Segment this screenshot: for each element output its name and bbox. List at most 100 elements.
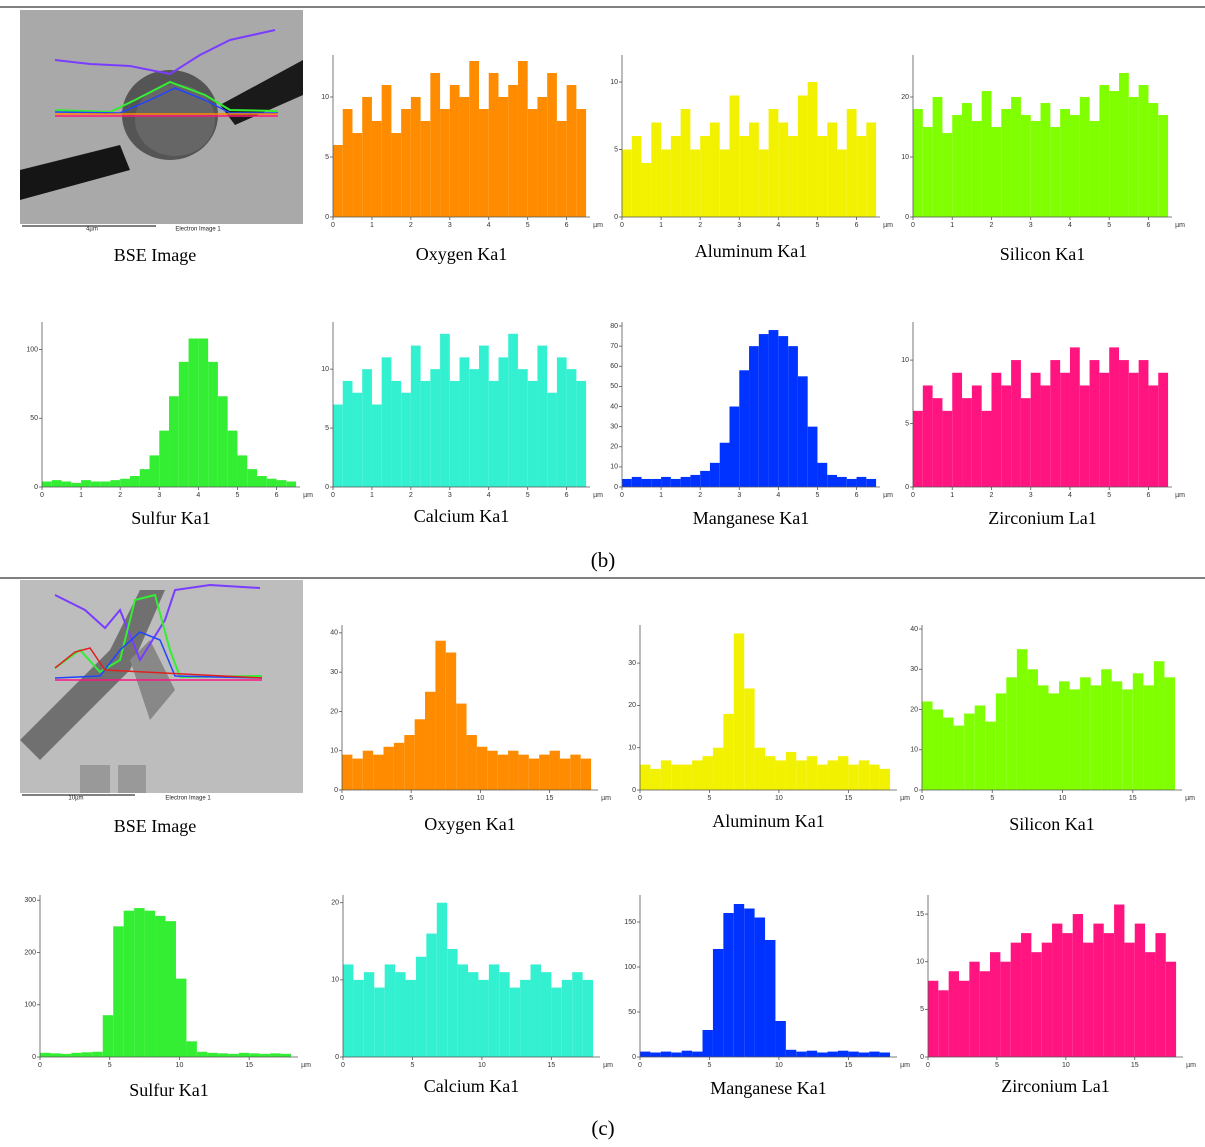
x-tick-label: 5 (816, 492, 820, 499)
bar (257, 476, 267, 487)
bar (729, 95, 740, 217)
bar (758, 149, 769, 217)
bar (702, 1030, 713, 1057)
bar (785, 751, 797, 790)
bar (60, 1053, 72, 1057)
bar (866, 478, 877, 487)
x-tick-label: 6 (855, 222, 859, 229)
y-tick-label: 50 (30, 415, 38, 422)
bar (517, 369, 528, 487)
x-tick-label: 4 (776, 222, 780, 229)
bar (922, 701, 933, 790)
bar (362, 369, 372, 487)
bar (217, 1053, 229, 1057)
bar (342, 754, 353, 790)
bar (622, 478, 632, 487)
x-tick-label: 0 (911, 222, 915, 229)
bar (817, 462, 828, 487)
x-tick-label: 4 (1068, 492, 1072, 499)
bar (744, 908, 755, 1057)
bar (788, 136, 798, 217)
bar (1124, 942, 1135, 1057)
bar (528, 758, 540, 790)
bar (426, 933, 437, 1057)
chart-title: Calcium Ka1 (424, 1076, 519, 1096)
y-tick-label: 10 (330, 748, 338, 755)
bar (159, 430, 170, 487)
bar (712, 949, 724, 1057)
x-tick-label: 15 (546, 795, 554, 802)
x-tick-label: 3 (448, 222, 452, 229)
bar (449, 380, 460, 487)
bar (981, 410, 992, 487)
x-tick-label: 2 (990, 222, 994, 229)
bar (404, 735, 415, 790)
y-tick-label: 80 (610, 323, 618, 330)
bar (479, 345, 489, 487)
x-tick-label: 0 (331, 492, 335, 499)
bar (371, 121, 382, 217)
bar (733, 904, 745, 1057)
scale-bar-label: 4µm (86, 227, 98, 233)
bar (497, 754, 509, 790)
bar (1062, 933, 1073, 1057)
bar (259, 1053, 271, 1057)
x-tick-label: 1 (950, 222, 954, 229)
bar (680, 109, 691, 217)
chart-title: Aluminum Ka1 (695, 241, 808, 261)
bar (238, 1052, 250, 1057)
x-tick-label: 2 (990, 492, 994, 499)
bar (723, 713, 734, 790)
bar (488, 964, 500, 1057)
x-tick-label: 1 (370, 492, 374, 499)
bar (692, 1051, 703, 1057)
bar (527, 109, 538, 217)
bar (383, 746, 394, 790)
y-tick-label: 10 (610, 464, 618, 471)
bar (487, 750, 498, 790)
x-tick-label: 0 (341, 1062, 345, 1069)
y-tick-label: 100 (26, 346, 38, 353)
scale-bar-label: 10µm (68, 796, 83, 802)
y-tick-label: 0 (914, 787, 918, 794)
x-tick-label: 0 (620, 492, 624, 499)
bar (342, 109, 353, 217)
bar (92, 1051, 103, 1057)
x-tick-label: 2 (409, 222, 413, 229)
bar (1090, 685, 1102, 790)
bar (806, 1050, 818, 1057)
y-tick-label: 20 (628, 702, 636, 709)
bar (352, 392, 363, 487)
bar (660, 1051, 672, 1057)
bar (42, 481, 52, 487)
y-tick-label: 100 (24, 1002, 36, 1009)
bar (778, 122, 789, 217)
x-tick-label: 10 (775, 1062, 783, 1069)
bar (113, 926, 124, 1057)
bar (61, 481, 72, 487)
bar (440, 333, 450, 487)
x-tick-label: 5 (990, 795, 994, 802)
bar (371, 404, 382, 487)
x-tick-label: 10 (176, 1062, 184, 1069)
bar (651, 122, 662, 217)
bar (1052, 923, 1063, 1057)
bar (1001, 385, 1012, 487)
y-tick-label: 20 (910, 706, 918, 713)
bar (971, 121, 982, 217)
bar (466, 735, 477, 790)
x-tick-label: 4 (776, 492, 780, 499)
bar (435, 640, 446, 790)
bar (700, 136, 710, 217)
y-tick-label: 5 (614, 146, 618, 153)
bar (469, 61, 480, 217)
y-tick-label: 5 (325, 425, 329, 432)
x-tick-label: 3 (157, 492, 161, 499)
x-tick-label: 6 (1147, 222, 1151, 229)
y-tick-label: 20 (331, 900, 339, 907)
bar (869, 764, 880, 790)
bar (700, 470, 710, 487)
bar (1020, 398, 1031, 487)
bar (837, 476, 847, 487)
x-tick-label: 6 (855, 492, 859, 499)
